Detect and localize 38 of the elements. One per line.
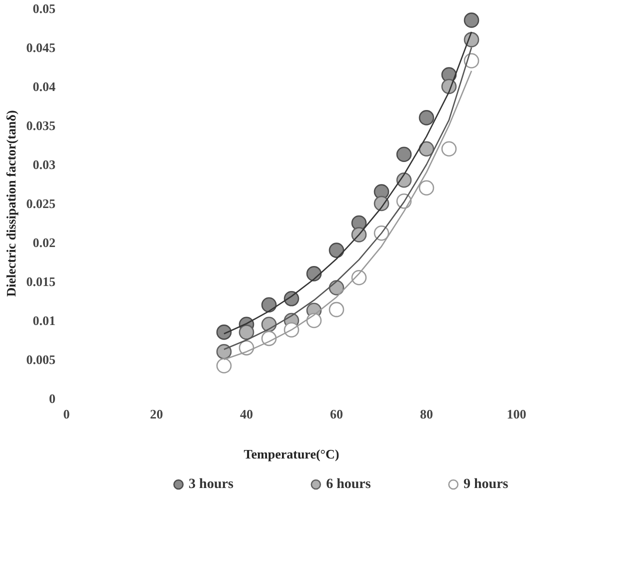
point [464, 12, 480, 28]
x-tick-label: 60 [330, 406, 343, 422]
point [418, 141, 434, 157]
point [216, 358, 232, 374]
legend-label: 3 hours [188, 477, 234, 492]
y-tick-label: 0.05 [32, 1, 56, 16]
point [238, 324, 254, 340]
legend-label: 6 hours [326, 477, 372, 492]
y-tick-label: 0.04 [32, 79, 56, 94]
point [441, 141, 457, 157]
point [306, 266, 322, 282]
y-tick-label: 0.035 [26, 118, 56, 133]
point [216, 324, 232, 340]
y-tick-label: 0.02 [32, 235, 56, 250]
point [306, 312, 322, 328]
y-tick-label: 0.025 [26, 196, 56, 211]
point [261, 297, 277, 313]
y-tick-label: 0.005 [26, 352, 56, 367]
x-tick-label: 0 [63, 406, 70, 422]
y-tick-label: 0 [49, 391, 56, 406]
point [328, 302, 344, 318]
point [216, 344, 232, 360]
y-axis-title: Dielectric dissipation factor(tanδ) [3, 110, 18, 297]
point [418, 180, 434, 196]
y-tick-label: 0.01 [32, 313, 56, 328]
y-tick-label: 0.015 [26, 274, 56, 289]
y-tick-label: 0.045 [26, 40, 56, 55]
x-tick-label: 80 [420, 406, 433, 422]
point [418, 110, 434, 126]
point [396, 146, 412, 162]
legend-label: 9 hours [464, 477, 509, 492]
x-tick-label: 40 [240, 406, 253, 422]
x-tick-label: 100 [506, 406, 526, 422]
point [464, 53, 480, 68]
y-tick-label: 0.03 [32, 157, 56, 172]
point [328, 242, 344, 258]
x-axis-title: Temperature(°C) [244, 446, 340, 462]
x-tick-label: 20 [150, 406, 163, 422]
